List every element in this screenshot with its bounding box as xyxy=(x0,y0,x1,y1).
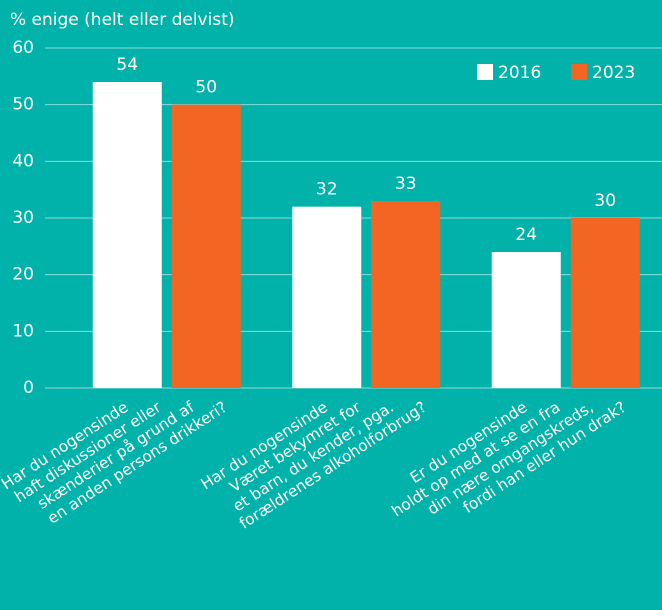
bar xyxy=(92,82,162,388)
value-label: 24 xyxy=(515,225,537,245)
y-axis-label: % enige (helt eller delvist) xyxy=(10,10,235,30)
bar xyxy=(171,104,241,389)
legend-label: 2016 xyxy=(498,63,541,83)
y-tick-label: 50 xyxy=(12,95,34,115)
legend-label: 2023 xyxy=(592,63,635,83)
legend-swatch xyxy=(477,64,493,80)
value-label: 33 xyxy=(395,174,417,194)
bar xyxy=(371,201,441,388)
y-tick-label: 10 xyxy=(12,321,34,341)
bar xyxy=(491,252,561,388)
bar xyxy=(570,218,640,388)
y-tick-label: 40 xyxy=(12,151,34,171)
y-tick-label: 0 xyxy=(23,378,34,398)
legend-swatch xyxy=(571,64,587,80)
bar xyxy=(292,206,362,388)
y-tick-label: 60 xyxy=(12,38,34,58)
value-label: 50 xyxy=(195,78,217,98)
y-tick-label: 30 xyxy=(12,208,34,228)
y-tick-label: 20 xyxy=(12,265,34,285)
value-label: 30 xyxy=(594,191,616,211)
value-label: 32 xyxy=(316,180,338,200)
value-label: 54 xyxy=(116,55,138,75)
